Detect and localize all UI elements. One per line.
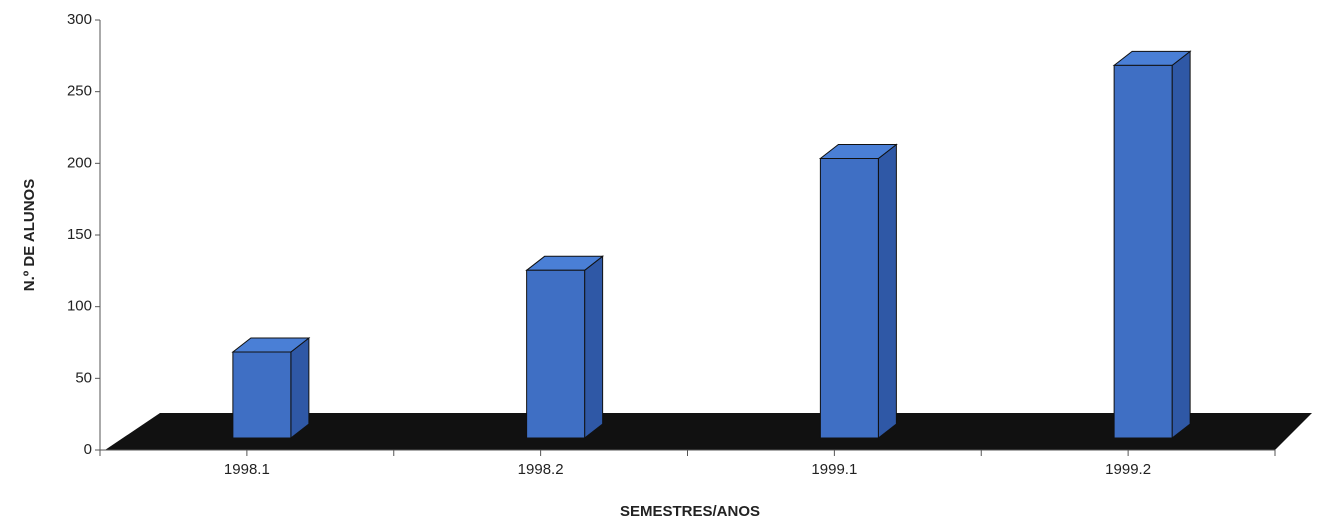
bar <box>231 336 311 440</box>
bar-side <box>1171 50 1191 440</box>
x-tick-label: 1999.1 <box>811 461 857 478</box>
floor <box>105 413 1312 450</box>
y-tick-label: 300 <box>67 11 92 28</box>
bar <box>818 143 898 440</box>
y-axis-title: N.º DE ALUNOS <box>21 179 38 291</box>
bar-front <box>1113 64 1173 439</box>
y-tick-label: 150 <box>67 226 92 243</box>
bar <box>525 255 605 440</box>
x-tick-label: 1999.2 <box>1105 461 1151 478</box>
x-tick-label: 1998.2 <box>518 461 564 478</box>
y-tick-label: 0 <box>84 441 92 458</box>
y-tick-label: 100 <box>67 298 92 315</box>
bar-front <box>232 351 292 439</box>
bar <box>1112 50 1192 440</box>
bar-side <box>584 255 604 440</box>
x-axis-title: SEMESTRES/ANOS <box>620 503 760 520</box>
bar-front <box>819 158 879 439</box>
bar-side <box>877 143 897 440</box>
y-tick-label: 50 <box>75 369 92 386</box>
bar-front <box>526 269 586 439</box>
y-tick-label: 200 <box>67 154 92 171</box>
bar-side <box>290 336 310 440</box>
y-tick-label: 250 <box>67 83 92 100</box>
x-tick-label: 1998.1 <box>224 461 270 478</box>
